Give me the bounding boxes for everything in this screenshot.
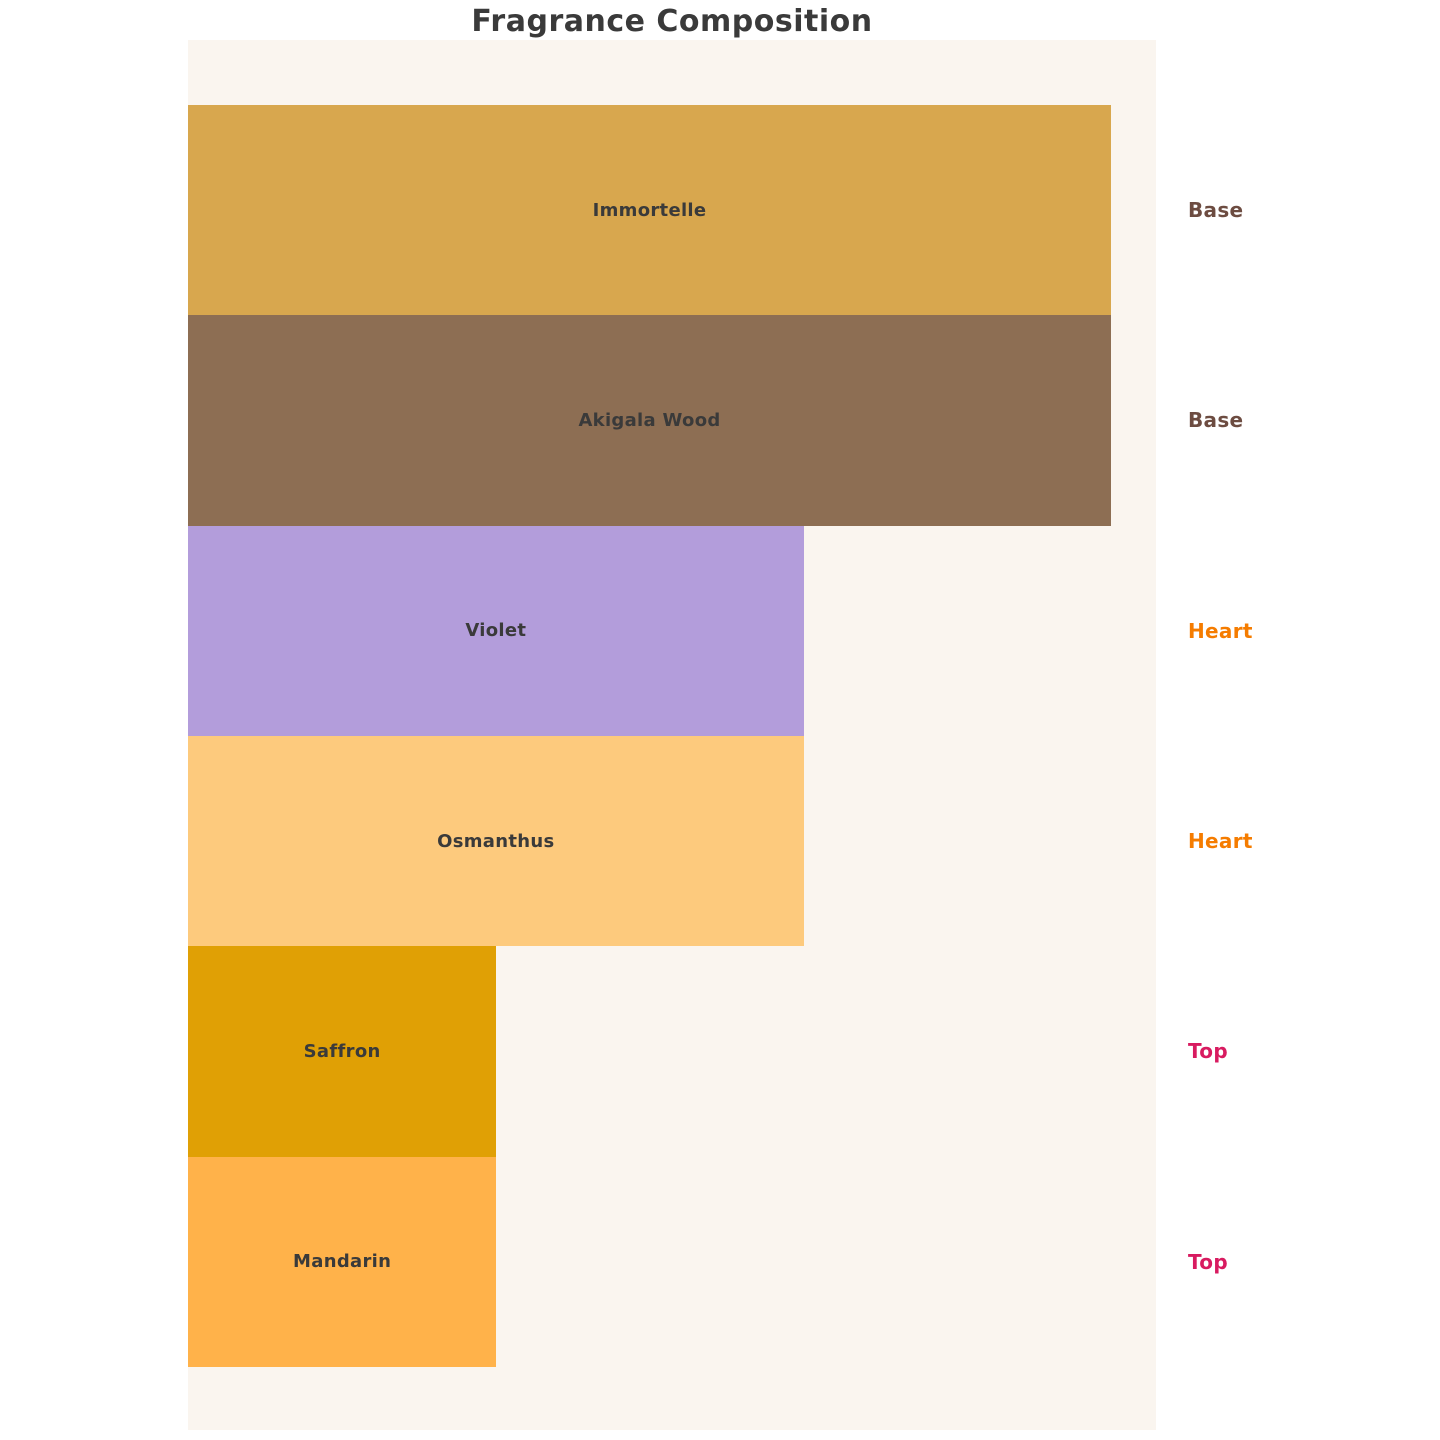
bar-row: Violet	[188, 525, 1111, 736]
bar-label: Osmanthus	[437, 830, 555, 852]
bars-container: Immortelle Akigala Wood Violet Osmanthus Saf…	[188, 105, 1111, 1367]
bar-row: Immortelle	[188, 105, 1111, 316]
note-row: Top	[1188, 1157, 1428, 1367]
note-label-heart: Heart	[1188, 829, 1253, 854]
note-labels-container: Base Base Heart Heart Top Top	[1188, 105, 1428, 1367]
note-row: Base	[1188, 315, 1428, 525]
note-row: Base	[1188, 105, 1428, 315]
note-row: Heart	[1188, 526, 1428, 736]
bar-row: Osmanthus	[188, 735, 1111, 947]
note-row: Heart	[1188, 736, 1428, 946]
bar-saffron: Saffron	[188, 946, 497, 1157]
note-label-base: Base	[1188, 198, 1244, 223]
bar-row: Mandarin	[188, 1156, 1111, 1367]
bar-label: Akigala Wood	[578, 409, 721, 431]
chart-title: Fragrance Composition	[471, 4, 873, 39]
bar-immortelle: Immortelle	[188, 105, 1111, 316]
bar-label: Mandarin	[293, 1251, 392, 1273]
bar-row: Saffron	[188, 946, 1111, 1157]
bar-osmanthus: Osmanthus	[188, 735, 804, 947]
bar-row: Akigala Wood	[188, 315, 1111, 526]
bar-label: Violet	[465, 620, 527, 642]
bar-akigala-wood: Akigala Wood	[188, 315, 1111, 526]
bar-mandarin: Mandarin	[188, 1156, 497, 1367]
bar-label: Immortelle	[592, 199, 707, 221]
note-row: Top	[1188, 946, 1428, 1156]
note-label-base: Base	[1188, 408, 1244, 433]
note-label-top: Top	[1188, 1039, 1228, 1064]
bar-violet: Violet	[188, 525, 804, 736]
note-label-heart: Heart	[1188, 618, 1253, 643]
bar-label: Saffron	[303, 1040, 381, 1062]
note-label-top: Top	[1188, 1249, 1228, 1274]
